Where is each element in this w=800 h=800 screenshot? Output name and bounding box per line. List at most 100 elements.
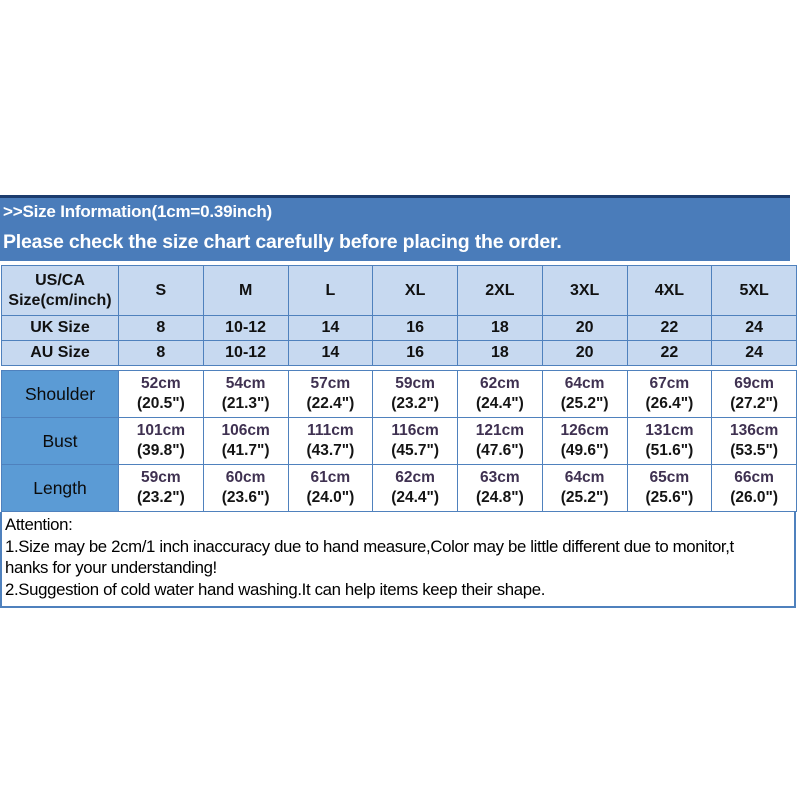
- inch-value: (49.6"): [560, 442, 609, 459]
- cm-value: 54cm: [225, 375, 266, 392]
- attention-note: Attention: 1.Size may be 2cm/1 inch inac…: [0, 512, 796, 608]
- table-cell: 20: [541, 315, 628, 341]
- length-label: Length: [1, 464, 119, 512]
- table-cell: 16: [372, 315, 458, 341]
- table-cell: 121cm (47.6"): [457, 417, 543, 465]
- table-header-row: US/CA Size(cm/inch) S M L XL 2XL 3XL 4XL…: [1, 265, 797, 316]
- cm-value: 136cm: [729, 422, 779, 439]
- cm-value: 59cm: [141, 469, 181, 486]
- attention-line: 2.Suggestion of cold water hand washing.…: [5, 579, 546, 599]
- inch-value: (25.6"): [645, 489, 694, 506]
- inch-value: (47.6"): [475, 442, 524, 459]
- cm-value: 111cm: [307, 422, 354, 439]
- inch-value: (25.2"): [560, 395, 609, 412]
- banner-title: >>Size Information(1cm=0.39inch): [3, 202, 272, 221]
- cm-value: 60cm: [225, 469, 266, 486]
- size-chart-table: US/CA Size(cm/inch) S M L XL 2XL 3XL 4XL…: [1, 265, 797, 512]
- header-cell-5xl: 5XL: [711, 265, 797, 316]
- table-cell: 18: [457, 315, 543, 341]
- inch-value: (22.4"): [306, 395, 355, 412]
- table-cell: 22: [626, 315, 713, 341]
- header-cell-m: M: [202, 265, 289, 316]
- header-cell-4xl: 4XL: [626, 265, 713, 316]
- header-cell-2xl: 2XL: [457, 265, 543, 316]
- cm-value: 62cm: [395, 469, 435, 486]
- table-cell: 67cm (26.4"): [626, 370, 713, 418]
- header-us-ca-line2: Size(cm/inch): [8, 291, 112, 309]
- table-cell: 24: [711, 340, 797, 366]
- uk-size-label: UK Size: [1, 315, 119, 341]
- cm-value: 67cm: [649, 375, 690, 392]
- table-cell: 18: [457, 340, 543, 366]
- table-cell: 126cm (49.6"): [541, 417, 628, 465]
- table-cell: 14: [287, 315, 374, 341]
- table-cell: 52cm (20.5"): [118, 370, 204, 418]
- table-cell: 63cm (24.8"): [457, 464, 543, 512]
- cm-value: 64cm: [564, 469, 605, 486]
- inch-value: (24.4"): [475, 395, 524, 412]
- cm-value: 62cm: [480, 375, 520, 392]
- attention-line: hanks for your understanding!: [5, 558, 217, 577]
- cm-value: 61cm: [310, 469, 351, 486]
- table-cell: 101cm (39.8"): [118, 417, 204, 465]
- shoulder-row: Shoulder 52cm (20.5") 54cm (21.3") 57cm (22…: [1, 370, 797, 418]
- inch-value: (53.5"): [730, 442, 779, 459]
- table-cell: 131cm (51.6"): [626, 417, 713, 465]
- table-cell: 116cm (45.7"): [372, 417, 458, 465]
- bust-label: Bust: [1, 417, 119, 465]
- inch-value: (39.8"): [136, 442, 185, 459]
- table-cell: 14: [287, 340, 374, 366]
- header-cell-s: S: [118, 265, 204, 316]
- cm-value: 65cm: [649, 469, 690, 486]
- table-cell: 24: [711, 315, 797, 341]
- inch-value: (21.3"): [221, 395, 270, 412]
- cm-value: 116cm: [391, 422, 439, 439]
- inch-value: (26.0"): [730, 489, 779, 506]
- banner-subtitle: Please check the size chart carefully be…: [3, 231, 562, 253]
- table-cell: 8: [118, 340, 204, 366]
- header-cell-l: L: [287, 265, 374, 316]
- banner: >>Size Information(1cm=0.39inch) Please …: [0, 195, 790, 261]
- bust-row: Bust 101cm (39.8") 106cm (41.7") 111cm (43.…: [1, 417, 797, 465]
- cm-value: 121cm: [475, 422, 524, 439]
- table-cell: 20: [541, 340, 628, 366]
- shoulder-label: Shoulder: [1, 370, 119, 418]
- inch-value: (51.6"): [645, 442, 694, 459]
- table-cell: 66cm (26.0"): [711, 464, 797, 512]
- table-cell: 57cm (22.4"): [287, 370, 374, 418]
- table-cell: 22: [626, 340, 713, 366]
- cm-value: 101cm: [136, 422, 185, 439]
- cm-value: 59cm: [395, 375, 435, 392]
- table-cell: 59cm (23.2"): [372, 370, 458, 418]
- attention-line: Attention:: [5, 515, 73, 534]
- au-size-row: AU Size 8 10-12 14 16 18 20 22 24: [1, 340, 797, 366]
- inch-value: (20.5"): [136, 395, 185, 412]
- header-cell-us-ca: US/CA Size(cm/inch): [1, 265, 119, 316]
- inch-value: (24.0"): [306, 489, 355, 506]
- inch-value: (23.6"): [221, 489, 270, 506]
- table-cell: 59cm (23.2"): [118, 464, 204, 512]
- cm-value: 66cm: [734, 469, 774, 486]
- table-cell: 64cm (25.2"): [541, 464, 628, 512]
- cm-value: 131cm: [645, 422, 694, 439]
- cm-value: 57cm: [310, 375, 351, 392]
- cm-value: 64cm: [564, 375, 605, 392]
- table-cell: 10-12: [202, 340, 289, 366]
- table-cell: 10-12: [202, 315, 289, 341]
- table-cell: 69cm (27.2"): [711, 370, 797, 418]
- inch-value: (43.7"): [306, 442, 355, 459]
- inch-value: (26.4"): [645, 395, 694, 412]
- table-cell: 8: [118, 315, 204, 341]
- inch-value: (27.2"): [730, 395, 779, 412]
- inch-value: (45.7"): [391, 442, 440, 459]
- cm-value: 126cm: [560, 422, 609, 439]
- cm-value: 106cm: [221, 422, 270, 439]
- table-cell: 54cm (21.3"): [202, 370, 289, 418]
- inch-value: (24.4"): [391, 489, 440, 506]
- uk-size-row: UK Size 8 10-12 14 16 18 20 22 24: [1, 315, 797, 341]
- inch-value: (23.2"): [136, 489, 185, 506]
- inch-value: (24.8"): [475, 489, 524, 506]
- attention-line: 1.Size may be 2cm/1 inch inaccuracy due …: [5, 536, 734, 556]
- header-cell-3xl: 3XL: [541, 265, 628, 316]
